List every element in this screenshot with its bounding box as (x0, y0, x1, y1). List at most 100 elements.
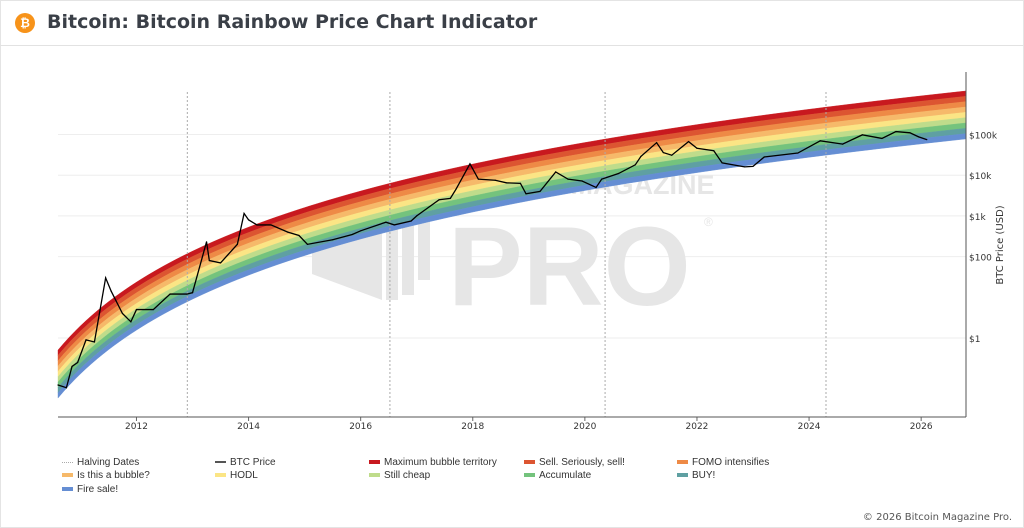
legend-item[interactable]: Sell. Seriously, sell! (524, 457, 625, 469)
legend-item[interactable]: Still cheap (369, 470, 430, 482)
btc-price-point (567, 178, 569, 180)
btc-price-point (744, 166, 746, 168)
y-tick-label: $1 (969, 335, 980, 345)
legend-swatch (369, 473, 380, 478)
btc-price-point (186, 293, 188, 295)
btc-price-point (763, 156, 765, 158)
btc-price-point (842, 143, 844, 145)
legend-swatch (677, 473, 688, 478)
btc-price-point (298, 234, 300, 237)
btc-price-point (130, 321, 132, 323)
legend-item[interactable]: FOMO intensifies (677, 457, 769, 469)
btc-price-point (477, 178, 479, 180)
btc-price-point (696, 147, 698, 149)
legend-item[interactable]: Accumulate (524, 470, 591, 482)
legend-label: Is this a bubble? (77, 470, 150, 481)
price-series (57, 130, 928, 389)
btc-price-point (926, 138, 928, 141)
btc-price-point (752, 165, 754, 167)
btc-price-point (634, 164, 636, 166)
btc-price-point (135, 308, 138, 311)
btc-price-point (85, 339, 87, 341)
btc-price-point (581, 180, 583, 182)
axes: $1 $100 $1k $10k $100k 2012 2014 2016 2018 2020 20… (58, 72, 1006, 432)
bitcoin-icon: ₿ (15, 13, 35, 33)
btc-price-point (721, 162, 723, 164)
btc-price-point (351, 233, 353, 236)
legend-swatch (62, 487, 73, 492)
btc-price-point (662, 151, 664, 154)
x-tick-label: 2026 (910, 422, 933, 432)
btc-price-point (797, 152, 799, 154)
btc-price-point (77, 361, 79, 364)
legend-swatch (62, 461, 73, 463)
legend-label: FOMO intensifies (692, 457, 770, 468)
legend-item[interactable]: HODL (215, 470, 258, 482)
btc-price-point (917, 136, 919, 138)
btc-price-point (416, 215, 418, 217)
btc-price-point (438, 199, 440, 201)
btc-price-point (110, 290, 112, 292)
legend-label: Still cheap (384, 470, 431, 481)
y-tick-label: $1k (969, 213, 986, 223)
legend-swatch (215, 461, 226, 464)
btc-price-point (121, 312, 124, 315)
legend-item[interactable]: Halving Dates (62, 457, 139, 469)
btc-price-point (306, 243, 309, 245)
btc-price-point (393, 224, 395, 226)
copyright: © 2026 Bitcoin Magazine Pro. (862, 512, 1012, 523)
btc-price-point (656, 142, 658, 144)
btc-price-point (525, 193, 527, 195)
btc-price-point (595, 186, 597, 189)
legend-item[interactable]: BUY! (677, 470, 715, 482)
x-tick-label: 2018 (461, 422, 484, 432)
btc-price-point (601, 178, 603, 180)
btc-price-point (93, 341, 96, 343)
btc-price-point (191, 292, 194, 294)
x-tick-label: 2020 (573, 422, 596, 432)
page-title: Bitcoin: Bitcoin Rainbow Price Chart Ind… (47, 11, 538, 33)
btc-price-point (469, 163, 471, 165)
y-axis-label: BTC Price (USD) (995, 205, 1006, 284)
btc-price-point (65, 387, 68, 389)
legend-item[interactable]: Is this a bubble? (62, 470, 150, 482)
x-tick-label: 2024 (798, 422, 821, 432)
legend-item[interactable]: Fire sale! (62, 484, 118, 496)
watermark-registered: ® (704, 215, 713, 229)
legend-label: BUY! (692, 470, 716, 481)
btc-price-point (640, 155, 642, 157)
btc-price-point (819, 140, 821, 142)
btc-price-point (208, 259, 210, 262)
y-tick-label: $100 (969, 254, 992, 264)
btc-price-point (881, 137, 883, 140)
btc-price-point (555, 171, 557, 173)
legend-label: Sell. Seriously, sell! (539, 457, 625, 468)
legend-item[interactable]: Maximum bubble territory (369, 457, 497, 469)
btc-price-point (671, 154, 673, 156)
btc-price-point (410, 220, 412, 222)
header: ₿ Bitcoin: Bitcoin Rainbow Price Chart I… (0, 0, 1024, 46)
legend-swatch (524, 460, 535, 465)
btc-price-point (219, 262, 222, 264)
legend-label: Maximum bubble territory (384, 457, 497, 468)
btc-price-point (713, 150, 715, 152)
legend-swatch (524, 473, 535, 478)
btc-price-point (57, 384, 59, 386)
legend-label: Fire sale! (77, 484, 119, 495)
watermark-line2: PRO (448, 204, 691, 329)
legend-label: Accumulate (539, 470, 592, 481)
legend-label: HODL (230, 470, 258, 481)
legend-item[interactable]: BTC Price (215, 457, 276, 469)
btc-price-point (687, 140, 690, 143)
btc-price-point (539, 190, 541, 192)
btc-price-point (895, 130, 897, 133)
btc-price-point (205, 241, 208, 243)
btc-price-point (243, 212, 245, 215)
btc-price-point (256, 224, 258, 226)
y-tick-label: $100k (969, 132, 998, 142)
x-tick-label: 2014 (237, 422, 260, 432)
btc-price-point (71, 365, 73, 368)
x-tick-label: 2012 (125, 422, 148, 432)
legend-label: Halving Dates (77, 457, 140, 468)
